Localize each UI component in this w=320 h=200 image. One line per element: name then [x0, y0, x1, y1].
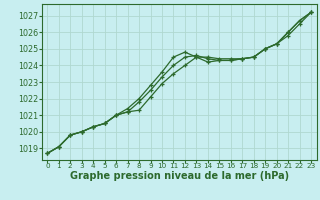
X-axis label: Graphe pression niveau de la mer (hPa): Graphe pression niveau de la mer (hPa): [70, 171, 289, 181]
